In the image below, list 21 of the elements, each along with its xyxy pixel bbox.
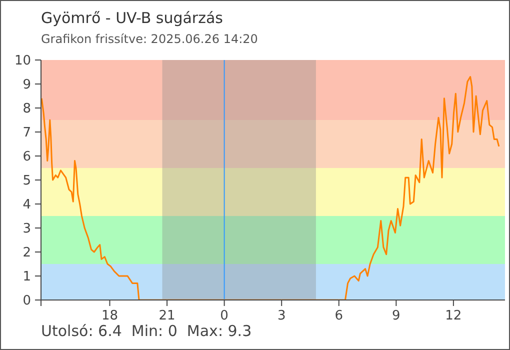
y-tick-label: 5 (22, 174, 31, 189)
y-tick-label: 2 (22, 246, 31, 261)
x-tick-label: 21 (158, 308, 176, 324)
y-tick-label: 4 (22, 198, 31, 213)
x-tick-label: 12 (445, 308, 462, 324)
chart-title: Gyömrő - UV-B sugárzás (41, 9, 223, 27)
y-tick-label: 1 (22, 270, 31, 285)
x-tick-label: 6 (334, 308, 344, 324)
y-tick-label: 8 (22, 102, 31, 117)
x-tick-label: 18 (101, 308, 118, 324)
y-tick-label: 7 (22, 126, 31, 141)
y-tick-label: 6 (22, 150, 31, 165)
y-tick-label: 3 (22, 222, 31, 237)
y-tick-label: 9 (22, 78, 31, 93)
x-tick-label: 9 (392, 308, 400, 324)
y-tick-label: 10 (14, 54, 31, 69)
text: Utolsó: 6.4 Min: 0 Max: 9.3 (41, 322, 252, 340)
y-tick-label: 0 (22, 294, 31, 309)
chart-subtitle: Grafikon frissítve: 2025.06.26 14:20 (41, 32, 258, 46)
x-tick-label: 3 (277, 308, 286, 324)
x-tick-label: 0 (220, 308, 228, 324)
